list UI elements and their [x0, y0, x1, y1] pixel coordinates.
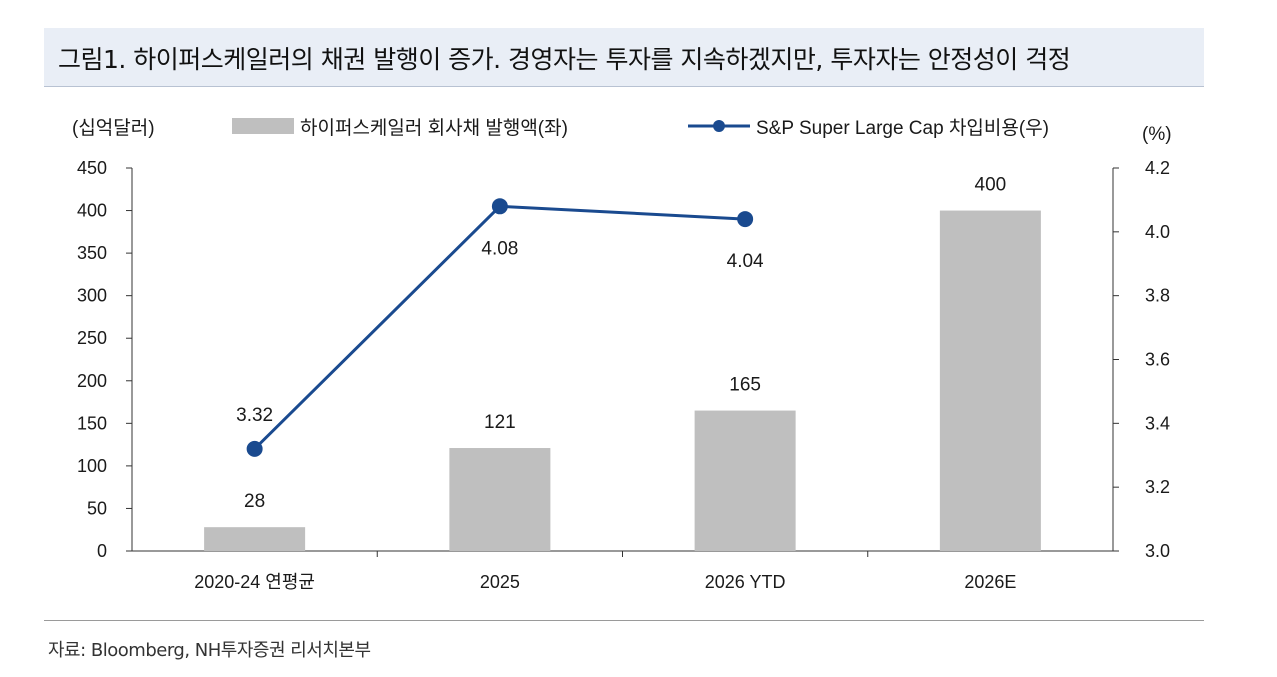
x-tick-label: 2026 YTD	[705, 572, 786, 592]
left-tick-label: 150	[77, 413, 107, 433]
bar-series: 28 121 165 400	[204, 175, 1041, 552]
right-tick-label: 3.6	[1145, 350, 1170, 370]
line-series: 3.32 4.08 4.04	[236, 198, 764, 457]
right-axis-unit: (%)	[1142, 124, 1172, 145]
line-value-label: 4.04	[727, 251, 764, 272]
line-value-label: 3.32	[236, 405, 273, 426]
right-tick-label: 4.2	[1145, 158, 1170, 178]
title-bar: 그림1. 하이퍼스케일러의 채권 발행이 증가. 경영자는 투자를 지속하겠지만…	[44, 28, 1204, 87]
source-note: 자료: Bloomberg, NH투자증권 리서치본부	[48, 640, 371, 661]
bar	[449, 448, 551, 551]
line-point	[246, 440, 263, 457]
line-value-label: 4.08	[481, 238, 518, 259]
x-tick-label: 2026E	[964, 572, 1016, 592]
bar-value-label: 165	[729, 375, 761, 396]
left-tick-label: 400	[77, 201, 107, 221]
legend-line-marker	[713, 120, 725, 132]
right-tick-label: 3.4	[1145, 413, 1170, 433]
figure-title: 그림1. 하이퍼스케일러의 채권 발행이 증가. 경영자는 투자를 지속하겠지만…	[58, 45, 1071, 74]
bar-value-label: 28	[244, 491, 265, 512]
left-tick-label: 0	[97, 541, 107, 561]
left-tick-label: 350	[77, 243, 107, 263]
left-axis-unit: (십억달러)	[72, 117, 155, 139]
right-tick-label: 3.0	[1145, 541, 1170, 561]
right-tick-label: 4.0	[1145, 222, 1170, 242]
bar	[939, 210, 1041, 552]
left-tick-label: 300	[77, 286, 107, 306]
line-point	[737, 211, 754, 228]
bar-value-label: 400	[975, 175, 1007, 196]
bar	[204, 527, 306, 551]
left-tick-label: 50	[87, 498, 107, 518]
left-tick-label: 250	[77, 328, 107, 348]
left-tick-label: 200	[77, 371, 107, 391]
right-tick-label: 3.2	[1145, 477, 1170, 497]
left-tick-label: 450	[77, 158, 107, 178]
legend-bar-label: 하이퍼스케일러 회사채 발행액(좌)	[300, 117, 568, 139]
legend-bar-swatch	[232, 118, 294, 134]
line-point	[491, 198, 508, 215]
x-tick-label: 2025	[480, 572, 520, 592]
left-tick-label: 100	[77, 456, 107, 476]
legend-line-label: S&P Super Large Cap 차입비용(우)	[756, 117, 1049, 139]
chart-axes: 0 50 100 150 200 250 300 350 400 450 3.0 3.2 3.4 3.6 3…	[72, 117, 1172, 592]
bar-value-label: 121	[484, 412, 516, 433]
right-tick-label: 3.8	[1145, 286, 1170, 306]
footer-divider	[44, 620, 1204, 621]
bar	[694, 410, 796, 551]
x-tick-label: 2020-24 연평균	[194, 572, 315, 592]
chart-legend: 하이퍼스케일러 회사채 발행액(좌) S&P Super Large Cap 차입…	[232, 117, 1049, 139]
